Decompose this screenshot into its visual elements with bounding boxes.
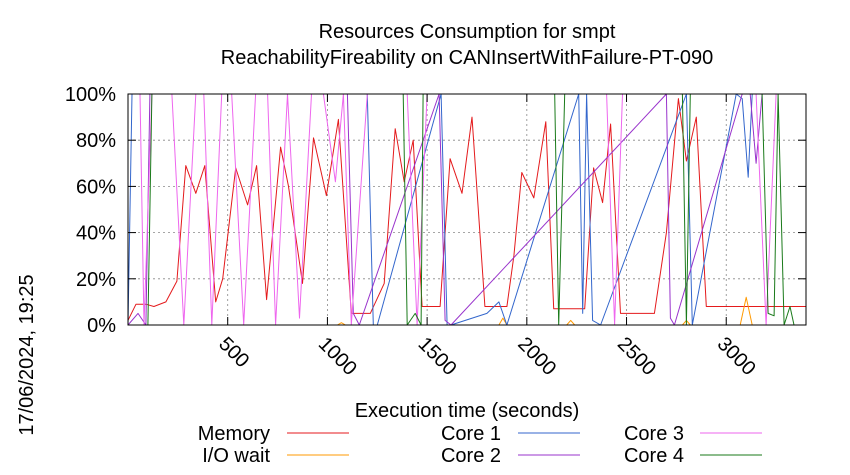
legend-label-core-4: Core 4 [624, 445, 684, 467]
grid-lines [128, 94, 806, 325]
y-tick-label: 20% [76, 269, 116, 291]
y-tick-label: 60% [76, 176, 116, 198]
legend-label-core-1: Core 1 [441, 423, 501, 445]
series-line-i-o-wait [128, 296, 806, 326]
legend-label-memory: Memory [198, 423, 270, 445]
chart-title: Resources Consumption for smpt [319, 21, 616, 43]
legend-label-i-o-wait: I/O wait [202, 445, 270, 467]
legend-label-core-2: Core 2 [441, 445, 501, 467]
y-tick-label: 0% [87, 315, 116, 337]
timestamp-label: 17/06/2024, 19:25 [16, 274, 38, 435]
y-tick-label: 100% [65, 84, 116, 106]
x-axis-label: Execution time (seconds) [355, 400, 580, 422]
plot-border [127, 93, 807, 326]
y-tick-label: 80% [76, 130, 116, 152]
chart-subtitle: ReachabilityFireability on CANInsertWith… [221, 47, 713, 69]
legend-label-core-3: Core 3 [624, 423, 684, 445]
y-tick-label: 40% [76, 223, 116, 245]
